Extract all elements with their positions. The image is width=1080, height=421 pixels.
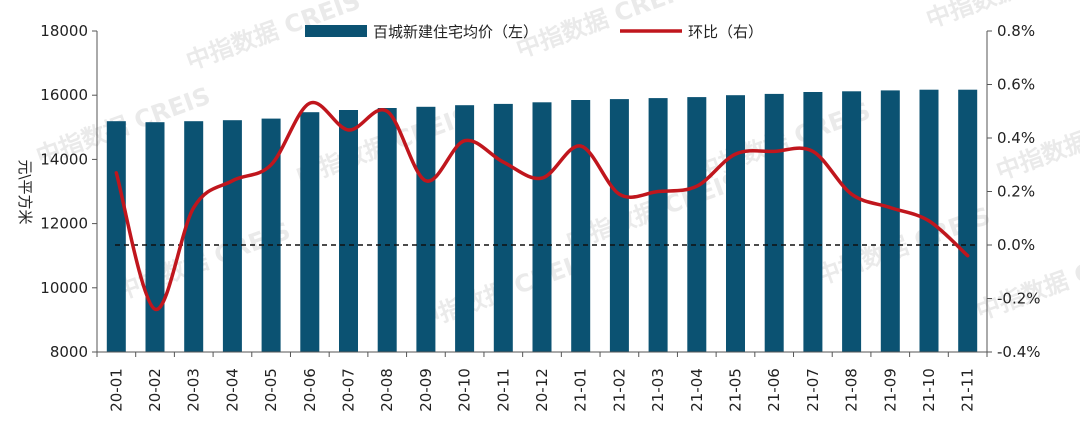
line-point (309, 102, 311, 104)
x-tick-label: 21-03 (649, 368, 667, 412)
line-point (115, 172, 118, 174)
x-ticks: 20-01 20-02 20-03 20-04 20-05 20-06 20-07 20-08… (96, 352, 988, 412)
bar (145, 122, 165, 352)
left-tick-label: 10000 (40, 279, 88, 297)
line-point (734, 153, 737, 155)
x-tick-label: 21-07 (804, 368, 822, 412)
line-point (966, 254, 969, 257)
line-point (812, 150, 814, 153)
bar (261, 118, 281, 352)
line-point (425, 180, 427, 182)
line-point (270, 164, 272, 166)
bar (958, 89, 978, 352)
right-tick-label: 0.4% (997, 129, 1035, 147)
y-axis-title: 元\平方米 (16, 159, 34, 224)
bar (764, 93, 784, 353)
x-tick-label: 21-10 (920, 368, 938, 412)
line-point (618, 193, 621, 195)
right-tick-label: 0.6% (997, 76, 1035, 94)
bar (609, 99, 629, 352)
right-tick-label: 0.2% (997, 183, 1035, 201)
left-tick-label: 14000 (40, 150, 88, 168)
x-tick-label: 21-04 (688, 368, 706, 412)
line-point (347, 129, 350, 131)
bar (339, 110, 358, 352)
line-point (463, 139, 466, 142)
bar (842, 91, 862, 353)
x-tick-label: 20-03 (185, 368, 203, 412)
bar (493, 103, 513, 353)
x-tick-label: 20-06 (301, 368, 319, 412)
x-tick-label: 21-02 (610, 368, 628, 412)
left-tick-label: 16000 (40, 86, 88, 104)
line-point (541, 177, 543, 179)
bar (106, 121, 126, 352)
x-tick-label: 20-01 (107, 368, 125, 412)
x-tick-label: 20-04 (223, 368, 241, 412)
line-series (114, 100, 970, 311)
line-point (850, 193, 853, 195)
right-tick-label: -0.2% (997, 290, 1041, 308)
legend-bar-label: 百城新建住宅均价（左） (373, 23, 538, 41)
x-tick-label: 20-11 (494, 368, 512, 412)
line-point (154, 308, 156, 311)
x-tick-label: 21-06 (765, 368, 783, 412)
right-tick-label: 0.8% (997, 22, 1035, 40)
x-tick-label: 20-10 (456, 368, 474, 412)
line-point (386, 110, 389, 113)
left-tick-label: 8000 (50, 343, 88, 361)
bar (880, 90, 900, 353)
bar (377, 108, 397, 352)
x-tick-label: 20-02 (146, 368, 164, 412)
line-point (579, 145, 582, 147)
bar (300, 112, 320, 352)
legend-line-label: 环比（右） (688, 23, 763, 41)
left-ticks: 8000 10000 12000 14000 16000 18000 (40, 22, 97, 361)
left-tick-label: 18000 (40, 22, 88, 40)
line-point (192, 206, 195, 209)
bar (571, 100, 591, 352)
bar (726, 95, 745, 352)
watermark-text: 中指数据 CREIS (182, 0, 364, 76)
line-point (889, 206, 892, 209)
right-ticks: -0.4% -0.2% 0.0% 0.2% 0.4% 0.6% 0.8% (987, 22, 1041, 361)
line-point (928, 220, 930, 222)
bar (184, 121, 204, 352)
bar (648, 98, 668, 352)
x-tick-label: 21-01 (572, 368, 590, 412)
line-point (502, 161, 505, 163)
x-tick-label: 20-05 (262, 368, 280, 412)
x-tick-label: 21-08 (843, 368, 861, 412)
line-point (657, 190, 659, 193)
line-point (773, 150, 775, 153)
bar (416, 106, 436, 352)
x-tick-label: 21-09 (881, 368, 899, 412)
bar (803, 92, 823, 352)
right-tick-label: -0.4% (997, 343, 1041, 361)
bar (687, 97, 707, 352)
bar (532, 102, 552, 352)
bar (222, 120, 242, 352)
x-tick-label: 20-12 (533, 368, 551, 412)
x-tick-label: 21-05 (726, 368, 744, 412)
bar (455, 105, 475, 352)
bars (106, 89, 978, 353)
line-point (696, 185, 698, 187)
x-tick-label: 20-09 (417, 368, 435, 412)
x-tick-label: 20-08 (378, 368, 396, 412)
left-tick-label: 12000 (40, 215, 88, 233)
legend-bar-swatch (305, 25, 367, 37)
x-tick-label: 20-07 (340, 368, 358, 412)
x-tick-label: 21-11 (959, 368, 977, 412)
legend: 百城新建住宅均价（左） 环比（右） (305, 23, 763, 41)
right-tick-label: 0.0% (997, 236, 1035, 254)
line-point (231, 180, 234, 182)
